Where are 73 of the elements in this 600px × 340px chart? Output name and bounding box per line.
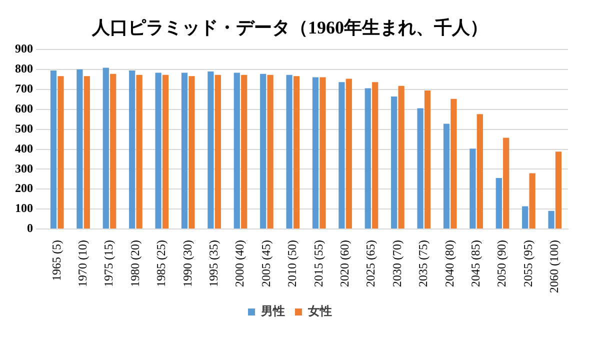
x-tick-label: 1970 (10) (75, 240, 90, 288)
bar (84, 76, 90, 229)
bar (522, 206, 528, 229)
bar (496, 178, 502, 229)
bar (58, 76, 64, 229)
bar (267, 74, 274, 229)
bar (241, 74, 248, 229)
bar (76, 69, 83, 229)
bar (364, 88, 371, 229)
x-tick-label: 2010 (50) (285, 240, 300, 288)
x-tick-label: 2020 (60) (337, 240, 352, 288)
y-tick-label: 0 (27, 221, 33, 236)
bar (548, 210, 554, 229)
x-tick-label: 1975 (15) (102, 240, 116, 288)
bar (214, 74, 221, 229)
chart-title: 人口ピラミッド・データ（1960年生まれ、千人） (91, 17, 488, 38)
bar (286, 74, 292, 229)
y-tick-label: 400 (15, 141, 33, 156)
x-tick-label: 2025 (65) (364, 240, 378, 288)
x-tick-label: 1990 (30) (180, 240, 194, 288)
bar (234, 72, 240, 229)
x-tick-label: 1985 (25) (154, 240, 168, 288)
y-tick-label: 500 (15, 121, 33, 136)
bar (555, 152, 562, 229)
bar (391, 96, 398, 229)
bar (503, 138, 510, 229)
x-tick-label: 1980 (20) (128, 240, 142, 288)
bar (155, 72, 162, 229)
bar (470, 148, 476, 229)
x-tick-label: 2060 (100) (547, 240, 562, 294)
bar (162, 74, 169, 229)
y-tick-label: 600 (15, 101, 33, 116)
bar (529, 173, 536, 229)
y-tick-label: 800 (15, 62, 33, 76)
x-tick-label: 2045 (85) (468, 240, 482, 288)
bar (476, 114, 483, 229)
bar (260, 74, 266, 229)
y-tick-label: 100 (15, 201, 33, 216)
bar (181, 72, 188, 229)
bar (293, 76, 300, 229)
bar (312, 77, 319, 229)
bar (372, 82, 378, 229)
legend-label: 女性 (307, 304, 332, 318)
x-tick-label: 2050 (90) (494, 240, 509, 288)
x-tick-label: 2030 (70) (390, 240, 404, 288)
y-tick-label: 200 (15, 181, 33, 196)
x-tick-label: 2015 (55) (311, 240, 326, 288)
bar (50, 70, 57, 229)
x-tick-label: 2005 (45) (258, 240, 273, 288)
bar (129, 70, 136, 229)
bar (443, 124, 450, 229)
bar (320, 77, 326, 229)
bar (136, 74, 142, 229)
x-tick-label: 2055 (95) (520, 240, 535, 288)
y-tick-label: 900 (15, 42, 33, 56)
bar (398, 86, 404, 229)
bar (417, 108, 424, 229)
bar (338, 82, 345, 229)
x-tick-label: 2035 (75) (416, 240, 430, 288)
bar (102, 68, 109, 229)
bar (188, 76, 195, 229)
legend-label: 男性 (260, 304, 285, 318)
bar (110, 74, 116, 229)
y-tick-label: 300 (15, 161, 33, 176)
x-tick-label: 1965 (5) (49, 240, 64, 282)
bar (346, 78, 352, 229)
bar (450, 98, 457, 229)
y-tick-label: 700 (15, 82, 33, 96)
x-tick-label: 2040 (80) (442, 240, 456, 288)
x-tick-label: 1995 (35) (206, 240, 220, 288)
bar (208, 72, 214, 229)
x-tick-label: 2000 (40) (232, 240, 247, 288)
bar (424, 90, 431, 229)
